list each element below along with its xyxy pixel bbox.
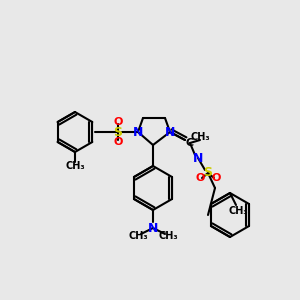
Text: N: N: [165, 125, 175, 139]
Text: O: O: [211, 173, 221, 183]
Text: N: N: [133, 125, 143, 139]
Text: O: O: [195, 173, 205, 183]
Text: CH₃: CH₃: [158, 231, 178, 241]
Text: O: O: [113, 137, 123, 147]
Text: CH₃: CH₃: [128, 231, 148, 241]
Text: S: S: [203, 167, 212, 179]
Text: N: N: [148, 221, 158, 235]
Text: C: C: [186, 138, 194, 148]
Text: CH₃: CH₃: [190, 132, 210, 142]
Text: CH₃: CH₃: [228, 206, 248, 216]
Text: O: O: [113, 117, 123, 127]
Text: N: N: [193, 152, 203, 164]
Text: CH₃: CH₃: [65, 161, 85, 171]
Text: S: S: [113, 125, 122, 139]
